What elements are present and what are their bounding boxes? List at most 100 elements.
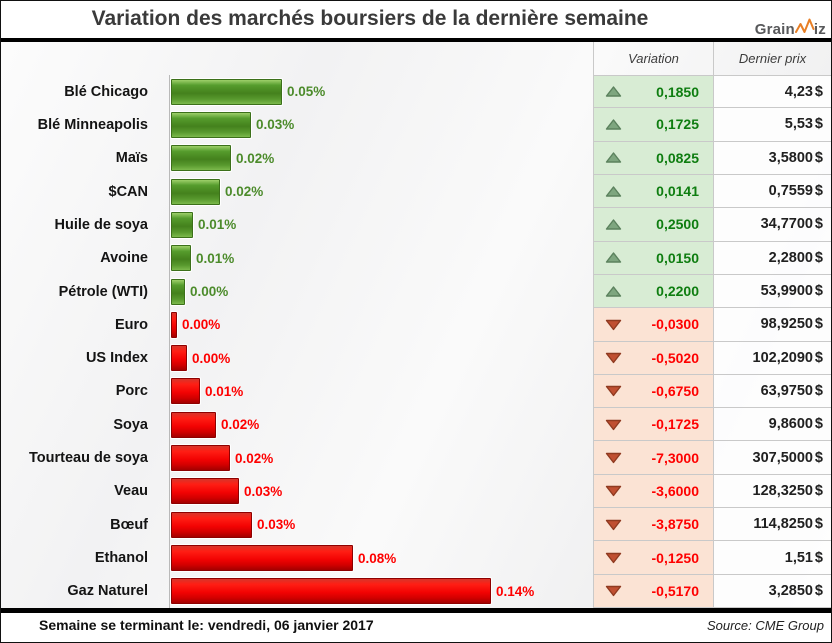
- variation-cell: -0,1250: [593, 541, 713, 575]
- last-price-cell: 3,5800 $: [713, 141, 831, 175]
- variation-value: -7,3000: [651, 449, 699, 466]
- chart-table-row: US Index 0.00% -0,5020 102,2090 $: [1, 341, 831, 375]
- currency-symbol: $: [814, 149, 823, 166]
- category-label: Veau: [114, 483, 148, 500]
- down-triangle-icon: [605, 417, 622, 432]
- bar-track: 0.03%: [161, 508, 593, 541]
- up-triangle-icon: [605, 117, 622, 132]
- category-label: Maïs: [115, 150, 148, 167]
- last-price-cell: 114,8250 $: [713, 508, 831, 542]
- logo-zigzag-icon: [794, 18, 815, 37]
- currency-symbol: $: [814, 283, 823, 300]
- bar-percent-label: 0.02%: [225, 184, 264, 200]
- category-label: Blé Minneapolis: [37, 116, 148, 133]
- logo-text-grain: Grain: [754, 21, 795, 38]
- currency-symbol: $: [814, 316, 823, 333]
- category-label: Avoine: [100, 250, 148, 267]
- variation-bar: [171, 478, 239, 505]
- down-triangle-icon: [605, 583, 622, 598]
- variation-cell: -7,3000: [593, 441, 713, 475]
- grainwiz-logo: Grain iz: [755, 18, 826, 37]
- chart-baseline-axis: [169, 75, 170, 608]
- bar-track: 0.05%: [161, 75, 593, 108]
- variation-value: 0,1725: [656, 116, 699, 133]
- chart-table-row: $CAN 0.02% 0,0141 0,7559 $: [1, 174, 831, 209]
- title-bar: Variation des marchés boursiers de la de…: [1, 1, 831, 42]
- category-label: $CAN: [108, 183, 148, 200]
- variation-value: 0,1850: [656, 83, 699, 100]
- last-price-value: 102,2090: [752, 349, 813, 366]
- variation-bar: [171, 145, 231, 172]
- variation-cell: 0,2500: [593, 208, 713, 242]
- bar-track: 0.08%: [161, 541, 593, 574]
- variation-bar: [171, 78, 282, 105]
- variation-value: -0,1725: [651, 416, 699, 433]
- last-price-value: 4,23: [784, 83, 813, 100]
- variation-bar: [171, 211, 193, 238]
- bar-track: 0.02%: [161, 408, 593, 441]
- chart-table-row: Tourteau de soya 0.02% -7,3000 307,5000 …: [1, 441, 831, 475]
- variation-bar: [171, 511, 252, 538]
- currency-symbol: $: [814, 216, 823, 233]
- last-price-cell: 102,2090 $: [713, 341, 831, 375]
- variation-value: -0,1250: [651, 549, 699, 566]
- variation-bar: [171, 111, 251, 138]
- up-triangle-icon: [605, 250, 622, 265]
- variation-value: 0,0150: [656, 249, 699, 266]
- currency-symbol: $: [814, 482, 823, 499]
- bar-percent-label: 0.02%: [235, 450, 274, 466]
- currency-symbol: $: [814, 582, 823, 599]
- bar-percent-label: 0.03%: [256, 117, 295, 133]
- category-label: Blé Chicago: [64, 83, 148, 100]
- currency-symbol: $: [814, 416, 823, 433]
- variation-cell: -0,5170: [593, 574, 713, 608]
- last-price-value: 34,7700: [760, 216, 813, 233]
- last-price-value: 307,5000: [752, 449, 813, 466]
- bar-track: 0.02%: [161, 175, 593, 208]
- variation-value: 0,2500: [656, 216, 699, 233]
- last-price-value: 3,5800: [768, 149, 813, 166]
- last-price-cell: 0,7559 $: [713, 174, 831, 209]
- category-label: Pétrole (WTI): [58, 283, 148, 300]
- last-price-cell: 1,51 $: [713, 541, 831, 575]
- currency-symbol: $: [814, 449, 823, 466]
- bar-track: 0.02%: [161, 441, 593, 474]
- column-header-spacer: [1, 42, 593, 75]
- down-triangle-icon: [605, 350, 622, 365]
- up-triangle-icon: [605, 184, 622, 199]
- chart-table-row: Gaz Naturel 0.14% -0,5170 3,2850 $: [1, 574, 831, 608]
- down-triangle-icon: [605, 383, 622, 398]
- up-triangle-icon: [605, 217, 622, 232]
- column-header-variation: Variation: [593, 42, 713, 75]
- last-price-cell: 9,8600 $: [713, 408, 831, 442]
- up-triangle-icon: [605, 284, 622, 299]
- bar-track: 0.00%: [161, 308, 593, 341]
- chart-table-row: Pétrole (WTI) 0.00% 0,2200 53,9900 $: [1, 274, 831, 309]
- last-price-cell: 34,7700 $: [713, 208, 831, 242]
- currency-symbol: $: [814, 516, 823, 533]
- chart-table-row: Veau 0.03% -3,6000 128,3250 $: [1, 474, 831, 509]
- source-label: Source: CME Group: [706, 617, 824, 633]
- variation-bar: [171, 178, 220, 205]
- last-price-value: 3,2850: [768, 582, 813, 599]
- last-price-value: 0,7559: [768, 183, 813, 200]
- chart-table-area: Variation Dernier prix Blé Chicago 0.05%…: [1, 42, 831, 608]
- category-label: Euro: [114, 316, 148, 333]
- down-triangle-icon: [605, 450, 622, 465]
- variation-value: -0,5170: [651, 582, 699, 599]
- variation-bar: [171, 378, 200, 405]
- variation-cell: -0,6750: [593, 374, 713, 409]
- variation-cell: -3,8750: [593, 508, 713, 542]
- variation-bar: [171, 445, 230, 472]
- category-label: Tourteau de soya: [29, 450, 148, 467]
- down-triangle-icon: [605, 550, 622, 565]
- last-price-cell: 128,3250 $: [713, 474, 831, 509]
- bar-percent-label: 0.02%: [221, 417, 260, 433]
- variation-bar: [171, 311, 177, 338]
- last-price-cell: 63,9750 $: [713, 374, 831, 409]
- variation-cell: -0,1725: [593, 408, 713, 442]
- last-price-value: 63,9750: [760, 382, 813, 399]
- chart-table-row: Maïs 0.02% 0,0825 3,5800 $: [1, 141, 831, 175]
- bar-percent-label: 0.01%: [205, 383, 244, 399]
